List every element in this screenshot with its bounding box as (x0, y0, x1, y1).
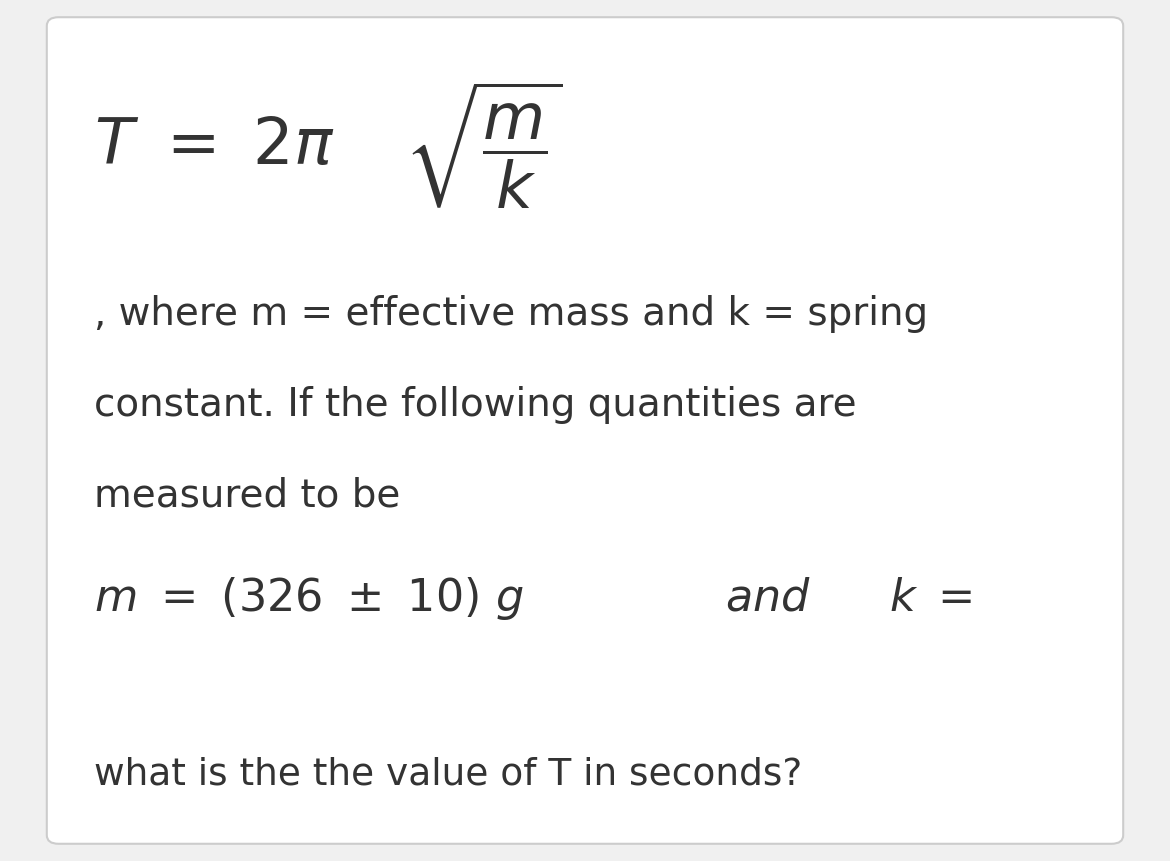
Text: measured to be: measured to be (94, 476, 400, 514)
Text: constant. If the following quantities are: constant. If the following quantities ar… (94, 386, 856, 424)
Text: $and$: $and$ (725, 577, 811, 620)
Text: $T \ = \ 2\pi$: $T \ = \ 2\pi$ (94, 115, 335, 177)
Text: $k \ =$: $k \ =$ (889, 577, 972, 620)
Text: what is the the value of T in seconds?: what is the the value of T in seconds? (94, 757, 801, 793)
Text: $m \ = \ (326 \ \pm \ 10) \ g$: $m \ = \ (326 \ \pm \ 10) \ g$ (94, 575, 523, 622)
Text: $\sqrt{\dfrac{m}{k}}$: $\sqrt{\dfrac{m}{k}}$ (404, 80, 563, 213)
Text: , where m = effective mass and k = spring: , where m = effective mass and k = sprin… (94, 295, 928, 333)
